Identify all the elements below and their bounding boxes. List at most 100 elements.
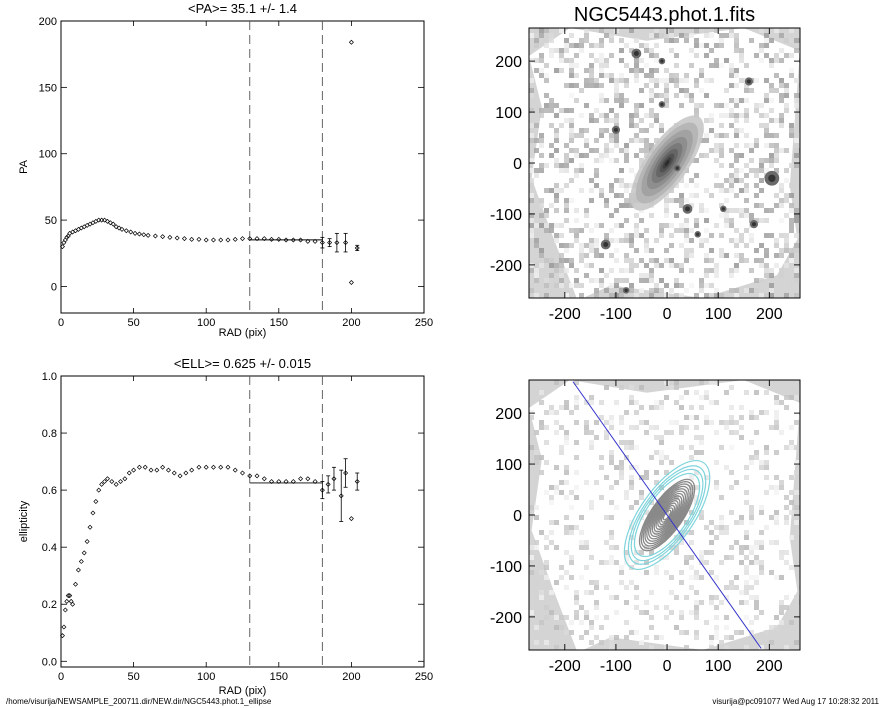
star bbox=[613, 127, 618, 132]
noise-pixel bbox=[604, 430, 609, 435]
noise-pixel bbox=[754, 248, 759, 253]
noise-pixel bbox=[619, 570, 624, 575]
noise-pixel bbox=[689, 585, 694, 590]
noise-pixel bbox=[714, 273, 719, 278]
noise-pixel bbox=[619, 420, 624, 425]
noise-pixel bbox=[714, 103, 719, 108]
noise-pixel bbox=[549, 143, 554, 148]
noise-pixel bbox=[594, 138, 599, 143]
noise-pixel bbox=[629, 385, 634, 390]
noise-pixel bbox=[754, 430, 759, 435]
noise-pixel bbox=[749, 575, 754, 580]
noise-pixel bbox=[579, 635, 584, 640]
noise-pixel bbox=[709, 63, 714, 68]
noise-pixel bbox=[609, 148, 614, 153]
noise-pixel bbox=[644, 73, 649, 78]
noise-pixel bbox=[614, 560, 619, 565]
noise-pixel bbox=[644, 238, 649, 243]
noise-pixel bbox=[609, 645, 614, 650]
noise-pixel bbox=[734, 48, 739, 53]
noise-pixel bbox=[689, 203, 694, 208]
noise-pixel bbox=[764, 475, 769, 480]
data-point bbox=[87, 524, 93, 530]
noise-pixel bbox=[609, 545, 614, 550]
noise-pixel bbox=[794, 243, 799, 248]
noise-pixel bbox=[649, 258, 654, 263]
data-point bbox=[136, 464, 142, 470]
noise-pixel bbox=[774, 243, 779, 248]
data-point bbox=[110, 221, 116, 227]
noise-pixel bbox=[604, 118, 609, 123]
noise-pixel bbox=[724, 223, 729, 228]
noise-pixel bbox=[744, 213, 749, 218]
noise-pixel bbox=[714, 615, 719, 620]
noise-pixel bbox=[764, 33, 769, 38]
star bbox=[696, 232, 700, 236]
noise-pixel bbox=[544, 410, 549, 415]
noise-pixel bbox=[619, 475, 624, 480]
data-point bbox=[196, 464, 202, 470]
noise-pixel bbox=[539, 203, 544, 208]
noise-pixel bbox=[724, 33, 729, 38]
noise-pixel bbox=[709, 645, 714, 650]
noise-pixel bbox=[759, 178, 764, 183]
noise-pixel bbox=[779, 83, 784, 88]
noise-pixel bbox=[729, 415, 734, 420]
noise-pixel bbox=[629, 113, 634, 118]
noise-pixel bbox=[554, 128, 559, 133]
y-tick-label: 0.2 bbox=[42, 599, 57, 611]
noise-pixel bbox=[609, 283, 614, 288]
noise-pixel bbox=[749, 630, 754, 635]
noise-pixel bbox=[564, 243, 569, 248]
noise-pixel bbox=[759, 123, 764, 128]
noise-pixel bbox=[789, 395, 794, 400]
noise-pixel bbox=[634, 78, 639, 83]
noise-pixel bbox=[684, 390, 689, 395]
noise-pixel bbox=[744, 198, 749, 203]
noise-pixel bbox=[564, 530, 569, 535]
noise-pixel bbox=[684, 218, 689, 223]
noise-pixel bbox=[724, 88, 729, 93]
noise-pixel bbox=[564, 430, 569, 435]
noise-pixel bbox=[654, 400, 659, 405]
noise-pixel bbox=[769, 283, 774, 288]
noise-pixel bbox=[754, 615, 759, 620]
noise-pixel bbox=[534, 148, 539, 153]
noise-pixel bbox=[604, 515, 609, 520]
noise-pixel bbox=[564, 83, 569, 88]
noise-pixel bbox=[664, 455, 669, 460]
noise-pixel bbox=[724, 625, 729, 630]
noise-pixel bbox=[644, 128, 649, 133]
data-point bbox=[93, 499, 99, 505]
noise-pixel bbox=[694, 158, 699, 163]
noise-pixel bbox=[629, 263, 634, 268]
noise-pixel bbox=[774, 193, 779, 198]
noise-pixel bbox=[704, 93, 709, 98]
image-panel-1: -200 -100 0 100 200-200-1000100200NGC5443.ph… bbox=[490, 4, 801, 323]
noise-pixel bbox=[789, 425, 794, 430]
noise-pixel bbox=[529, 415, 534, 420]
noise-pixel bbox=[679, 445, 684, 450]
x-tick-label: -100 bbox=[600, 306, 632, 323]
noise-pixel bbox=[759, 645, 764, 650]
noise-pixel bbox=[794, 273, 799, 278]
y-tick-label: -100 bbox=[490, 559, 522, 576]
noise-pixel bbox=[579, 258, 584, 263]
noise-pixel bbox=[729, 635, 734, 640]
noise-pixel bbox=[754, 540, 759, 545]
noise-pixel bbox=[774, 253, 779, 258]
noise-pixel bbox=[614, 133, 619, 138]
y-tick-label: 200 bbox=[39, 16, 57, 28]
noise-pixel bbox=[529, 88, 534, 93]
noise-pixel bbox=[534, 168, 539, 173]
contour-inner bbox=[655, 500, 679, 530]
noise-pixel bbox=[789, 445, 794, 450]
noise-pixel bbox=[624, 153, 629, 158]
noise-pixel bbox=[684, 425, 689, 430]
noise-pixel bbox=[529, 168, 534, 173]
star bbox=[660, 102, 664, 107]
noise-pixel bbox=[689, 283, 694, 288]
noise-pixel bbox=[779, 400, 784, 405]
noise-pixel bbox=[719, 515, 724, 520]
